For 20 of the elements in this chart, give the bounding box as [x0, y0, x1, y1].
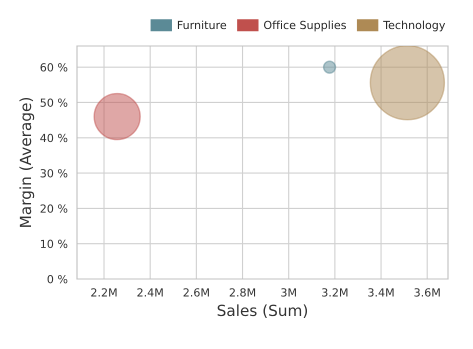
legend-label: Office Supplies — [264, 20, 346, 32]
y-tick-label: 40 % — [40, 134, 68, 142]
y-tick-label: 50 % — [40, 98, 68, 107]
y-tick-label: 60 % — [40, 63, 68, 72]
y-tick-label: 0 % — [48, 274, 68, 284]
x-tick-label: 2.2M — [91, 288, 117, 296]
x-tick-label: 3.4M — [368, 288, 394, 297]
y-tick-label: 30 % — [40, 169, 68, 178]
x-tick-label: 3.6M — [414, 288, 440, 297]
x-tick-label: 2.6M — [184, 288, 209, 297]
x-tick-label: 2.4M — [137, 288, 163, 296]
y-axis-title: Margin (Average) — [19, 98, 34, 227]
x-tick-label: 3M — [281, 288, 296, 297]
y-tick-label: 10 % — [40, 240, 68, 248]
x-tick-label: 3.2M — [322, 288, 348, 297]
x-axis-title: Sales (Sum) — [218, 304, 308, 318]
y-tick-label: 20 % — [40, 204, 68, 213]
x-tick-label: 2.8M — [230, 288, 256, 297]
legend-label: Furniture — [178, 20, 226, 30]
legend-label: Technology — [383, 20, 446, 32]
